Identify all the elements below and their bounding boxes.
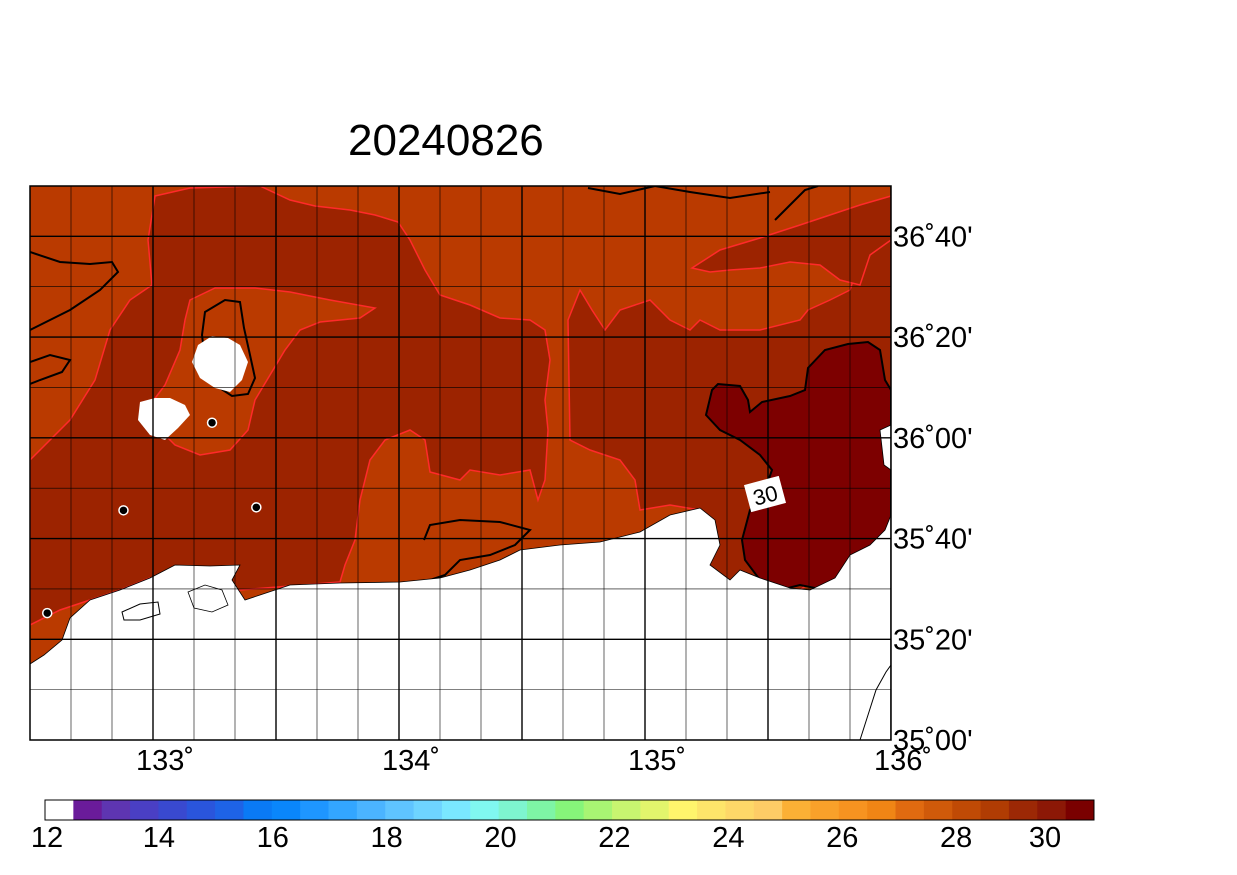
colorbar-frame <box>44 799 1095 821</box>
colorbar-tick-label: 22 <box>598 822 630 854</box>
colorbar-swatch <box>1008 800 1038 820</box>
contour-west-upper <box>30 251 120 331</box>
colorbar-swatch <box>498 800 528 820</box>
colorbar-swatch <box>952 800 982 820</box>
colorbar-swatch <box>753 800 783 820</box>
contour-west-lower <box>30 353 72 385</box>
colorbar-swatch <box>328 800 358 820</box>
island-oki-dogo <box>192 336 248 392</box>
x-tick-label: 133˚ <box>136 745 194 777</box>
colorbar-swatch <box>73 800 103 820</box>
colorbar-swatch <box>555 800 585 820</box>
colorbar-swatch <box>1037 800 1067 820</box>
band-29-30-northeast <box>690 195 891 286</box>
colorbar-swatch <box>45 800 74 820</box>
station-marker <box>251 502 262 513</box>
y-tick-label: 35˚00' <box>893 725 973 757</box>
colorbar-swatch <box>271 800 301 820</box>
lat-lon-grid <box>30 186 891 740</box>
y-axis-ticks: 36˚40' 36˚20' 36˚00' 35˚40' 35˚20' 35˚00' <box>893 221 973 757</box>
colorbar-tick-label: 30 <box>1029 822 1061 854</box>
colorbar-swatch <box>470 800 500 820</box>
colorbar-tick-label: 14 <box>143 822 175 854</box>
x-tick-label: 134˚ <box>382 745 440 777</box>
colorbar-swatch <box>215 800 244 820</box>
station-marker <box>118 505 129 516</box>
contour-north-top <box>587 186 771 200</box>
y-tick-label: 36˚40' <box>893 221 973 253</box>
colorbar-labels: 12 14 16 18 20 22 24 26 28 30 <box>31 822 1061 854</box>
colorbar-swatch <box>186 800 216 820</box>
map-area: 30 <box>30 186 891 740</box>
colorbar-swatch <box>130 800 159 820</box>
y-tick-label: 36˚20' <box>893 322 973 354</box>
colorbar-swatch <box>895 800 925 820</box>
y-tick-label: 35˚20' <box>893 624 973 656</box>
colorbar-swatch <box>158 800 188 820</box>
contour-label: 30 <box>743 475 787 513</box>
colorbar-tick-label: 12 <box>31 822 63 854</box>
colorbar-swatch <box>640 800 670 820</box>
colorbar-swatch <box>725 800 755 820</box>
colorbar-swatch <box>413 800 443 820</box>
colorbar-swatch <box>697 800 726 820</box>
colorbar-swatch <box>1065 800 1095 820</box>
colorbar-swatch <box>441 800 471 820</box>
colorbar-swatch <box>356 800 386 820</box>
y-tick-label: 35˚40' <box>893 524 973 556</box>
colorbar-tick-label: 20 <box>484 822 516 854</box>
colorbar-swatch <box>243 800 273 820</box>
colorbar-swatch <box>101 800 131 820</box>
contour-northeast-loop <box>774 186 819 221</box>
colorbar-swatch <box>526 800 556 820</box>
band-29-30-west <box>30 186 551 626</box>
colorbar-tick-label: 18 <box>371 822 403 854</box>
colorbar-tick-label: 26 <box>826 822 858 854</box>
colorbar-tick-label: 16 <box>257 822 289 854</box>
land-main-coast <box>30 507 891 740</box>
station-markers <box>41 417 262 619</box>
station-marker <box>41 607 53 619</box>
x-tick-label: 136˚ <box>874 745 932 777</box>
colorbar-swatch <box>668 800 698 820</box>
colorbar-swatch <box>583 800 613 820</box>
colorbar <box>44 799 1095 821</box>
colorbar-swatch <box>782 800 811 820</box>
x-axis-ticks: 133˚ 134˚ 135˚ 136˚ <box>136 745 932 777</box>
colorbar-swatch <box>385 800 415 820</box>
colorbar-swatch <box>300 800 330 820</box>
island-oki-dozen <box>138 398 190 440</box>
colorbar-swatch <box>838 800 868 820</box>
colorbar-swatch <box>980 800 1010 820</box>
colorbar-tick-label: 24 <box>712 822 744 854</box>
y-tick-label: 36˚00' <box>893 423 973 455</box>
land-east-edge <box>879 424 891 471</box>
map-title: 20240826 <box>348 116 544 165</box>
colorbar-tick-label: 28 <box>940 822 972 854</box>
colorbar-swatch <box>810 800 840 820</box>
colorbar-swatch <box>923 800 953 820</box>
x-tick-label: 135˚ <box>628 745 686 777</box>
station-marker <box>206 417 218 428</box>
colorbar-swatch <box>612 800 641 820</box>
colorbar-swatch <box>867 800 897 820</box>
map-frame <box>29 185 892 741</box>
lake-outline <box>121 601 161 621</box>
land-peninsula-se <box>859 664 891 740</box>
